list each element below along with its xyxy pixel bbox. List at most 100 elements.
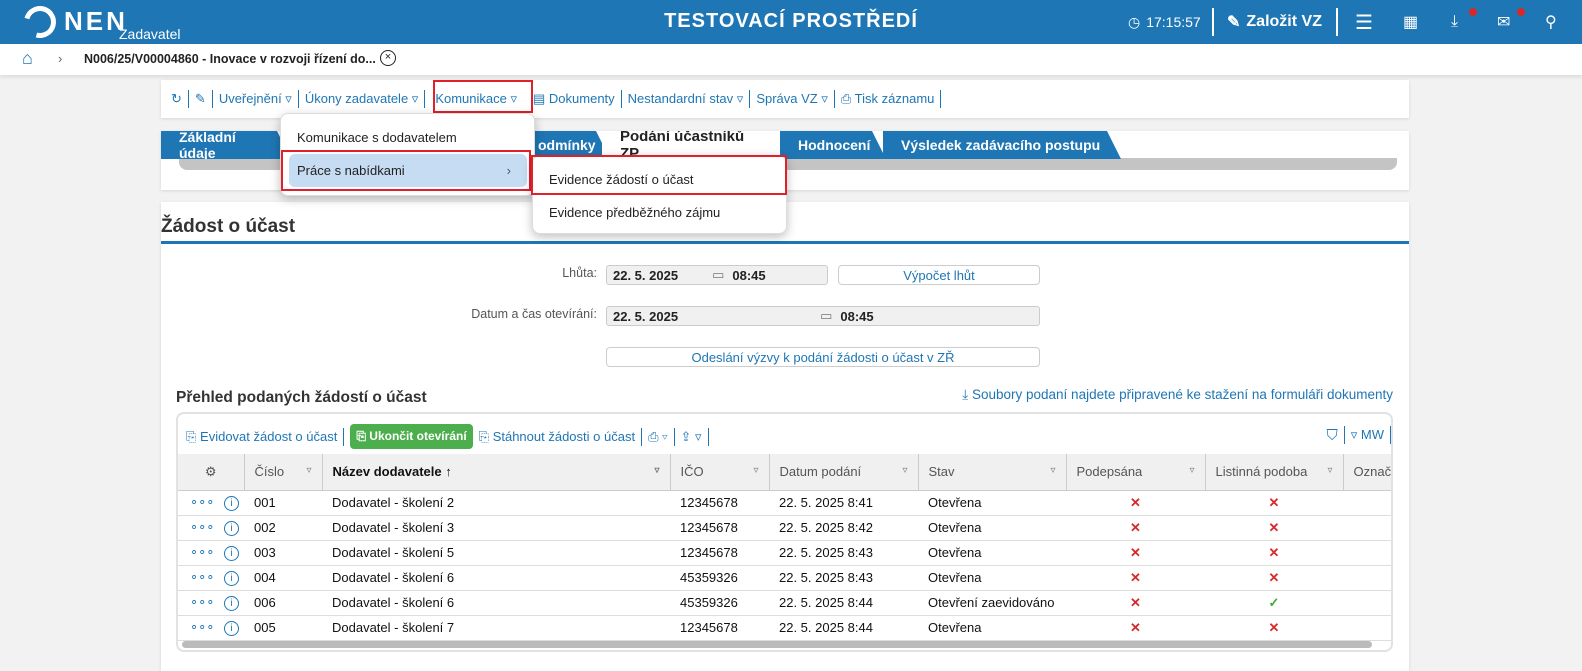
close-icon[interactable]: × <box>380 50 396 66</box>
more-icon[interactable]: ∘∘∘ <box>190 569 215 584</box>
tab-vysledek[interactable]: Výsledek zadávacího postupu <box>883 131 1121 159</box>
toolbar-dokumenty[interactable]: ▤ Dokumenty <box>533 91 615 106</box>
more-icon[interactable]: ∘∘∘ <box>190 519 215 534</box>
user-icon[interactable]: ⚲ <box>1545 14 1557 31</box>
divider <box>1212 8 1214 36</box>
chevron-right-icon: › <box>58 51 63 66</box>
download-icon[interactable]: ⤓ <box>1451 0 1477 44</box>
tab-hodnoceni[interactable]: Hodnocení <box>780 131 886 159</box>
evidovat-button[interactable]: ⎘ Evidovat žádost o účast <box>186 428 338 444</box>
send-invitation-button[interactable]: Odeslání výzvy k podání žádosti o účast … <box>606 347 1040 367</box>
download-note-link[interactable]: ⤓ Soubory podaní najdete připravené ke s… <box>962 387 1393 402</box>
mail-icon[interactable]: ✉ <box>1497 0 1525 44</box>
table-row[interactable]: ∘∘∘ i 001 Dodavatel - školení 2 12345678… <box>178 490 1391 516</box>
toolbar-uverejneni[interactable]: Uveřejnění ▿ <box>218 91 292 106</box>
menu-item-evidence-predbezneho-zajmu[interactable]: Evidence předběžného zájmu <box>549 205 721 220</box>
more-icon[interactable]: ∘∘∘ <box>190 494 215 509</box>
cell-nazev: Dodavatel - školení 6 <box>322 565 670 591</box>
create-vz-button[interactable]: ✎ Založit VZ <box>1227 0 1322 44</box>
calendar-icon: ▭ <box>712 267 725 282</box>
stahnout-button[interactable]: ⎘ Stáhnout žádosti o účast <box>478 428 636 444</box>
tab-zakladni-udaje[interactable]: Základní údaje <box>161 131 291 159</box>
cell-stav: Otevřena <box>918 540 1066 566</box>
toolbar-sprava[interactable]: Správa VZ ▿ <box>756 91 828 106</box>
menu-icon[interactable]: ☰ <box>1355 11 1373 34</box>
breadcrumb-current[interactable]: N006/25/V00004860 - Inovace v rozvoji ří… <box>84 52 376 66</box>
cell-ico: 12345678 <box>670 615 769 641</box>
divider <box>1336 8 1338 36</box>
menu-item-komunikace-s-dodavatelem[interactable]: Komunikace s dodavatelem <box>297 130 457 145</box>
cell-stav: Otevřena <box>918 490 1066 516</box>
col-ico[interactable]: IČO ▿ <box>670 454 770 491</box>
col-stav[interactable]: Stav ▿ <box>918 454 1067 491</box>
info-icon[interactable]: i <box>224 621 240 636</box>
cell-stav: Otevřena <box>918 615 1066 641</box>
nen-logo-icon <box>18 0 62 44</box>
cross-icon: ✕ <box>1205 540 1343 566</box>
table-row[interactable]: ∘∘∘ i 005 Dodavatel - školení 7 12345678… <box>178 615 1391 641</box>
print-menu-button[interactable]: ⎙ ▿ <box>648 428 668 444</box>
export-menu-button[interactable]: ⇪ ▿ <box>680 428 702 444</box>
vypocet-lhut-button[interactable]: Výpočet lhůt <box>838 265 1040 285</box>
cell-stav: Otevření zaevidováno <box>918 590 1066 616</box>
cell-cislo: 005 <box>244 615 322 641</box>
zadost-section: Žádost o účast Lhůta: 22. 5. 2025 ▭ 08:45 … <box>161 202 1409 671</box>
open-datetime-field[interactable]: 22. 5. 2025 ▭ 08:45 <box>606 306 1040 326</box>
col-listinna[interactable]: Listinná podoba ▿ <box>1205 454 1344 491</box>
cell-cislo: 003 <box>244 540 322 566</box>
table-row[interactable]: ∘∘∘ i 002 Dodavatel - školení 3 12345678… <box>178 515 1391 541</box>
info-icon[interactable]: i <box>224 521 240 536</box>
info-icon[interactable]: i <box>224 596 240 611</box>
chevron-right-icon: › <box>506 163 511 178</box>
col-podepsana[interactable]: Podepsána ▿ <box>1066 454 1206 491</box>
table-row[interactable]: ∘∘∘ i 006 Dodavatel - školení 6 45359326… <box>178 590 1391 616</box>
calendar-icon[interactable]: ▦ <box>1403 14 1419 31</box>
cross-icon: ✕ <box>1205 615 1343 641</box>
col-datum[interactable]: Datum podání ▿ <box>769 454 919 491</box>
column-settings-icon[interactable]: ⚙ <box>178 454 245 491</box>
info-icon[interactable]: i <box>224 571 240 586</box>
col-oznaceni[interactable]: Označ <box>1343 454 1391 491</box>
toolbar-komunikace[interactable]: Komunikace ▿ <box>435 91 517 106</box>
cell-datum: 22. 5. 2025 8:41 <box>769 490 918 516</box>
table-row[interactable]: ∘∘∘ i 003 Dodavatel - školení 5 12345678… <box>178 540 1391 566</box>
refresh-icon[interactable]: ↻ <box>171 91 182 106</box>
info-icon[interactable]: i <box>224 546 240 561</box>
more-icon[interactable]: ∘∘∘ <box>190 619 215 634</box>
tab-podani-ucastniku[interactable]: Podání účastníků ZP <box>602 131 782 159</box>
komunikace-dropdown: Komunikace s dodavatelem Práce s nabídka… <box>280 113 535 196</box>
table-row[interactable]: ∘∘∘ i 004 Dodavatel - školení 6 45359326… <box>178 565 1391 591</box>
filter-icon[interactable]: ⛉ <box>1326 426 1338 444</box>
view-select[interactable]: ▿ MW <box>1350 427 1384 442</box>
add-document-icon: ⎘ <box>186 428 197 444</box>
home-icon[interactable]: ⌂ <box>22 48 33 68</box>
clock-time: 17:15:57 <box>1146 14 1201 30</box>
cross-icon: ✕ <box>1205 490 1343 516</box>
cell-nazev: Dodavatel - školení 7 <box>322 615 670 641</box>
clock-icon: ◷ <box>1128 13 1141 30</box>
cell-stav: Otevřena <box>918 565 1066 591</box>
menu-item-evidence-zadosti[interactable]: Evidence žádostí o účast <box>549 172 694 187</box>
grid-title: Přehled podaných žádostí o účast <box>176 389 427 406</box>
edit-icon[interactable]: ✎ <box>194 91 206 106</box>
cell-ico: 12345678 <box>670 540 769 566</box>
col-nazev[interactable]: Název dodavatele ↑ ▿ <box>322 454 671 491</box>
logo-text: NEN <box>64 6 128 36</box>
cross-icon: ✕ <box>1066 515 1205 541</box>
horizontal-scrollbar[interactable] <box>182 641 1372 648</box>
lhuta-field[interactable]: 22. 5. 2025 ▭ 08:45 <box>606 265 828 285</box>
toolbar-ukony[interactable]: Úkony zadavatele ▿ <box>304 91 419 106</box>
col-cislo[interactable]: Číslo ▿ <box>244 454 323 491</box>
ukoncit-oteviranibutton[interactable]: ⎘ Ukončit otevírání <box>350 424 473 449</box>
clock: ◷ 17:15:57 <box>1128 0 1201 44</box>
cross-icon: ✕ <box>1066 490 1205 516</box>
edit-icon: ✎ <box>1227 14 1241 31</box>
tab-podminky[interactable]: odmínky <box>520 131 610 159</box>
cell-cislo: 006 <box>244 590 322 616</box>
info-icon[interactable]: i <box>224 496 240 511</box>
toolbar-tisk[interactable]: ⎙ Tisk záznamu <box>840 91 935 106</box>
toolbar-nestandardni[interactable]: Nestandardní stav ▿ <box>627 91 744 106</box>
more-icon[interactable]: ∘∘∘ <box>190 594 215 609</box>
more-icon[interactable]: ∘∘∘ <box>190 544 215 559</box>
menu-item-prace-s-nabidkami[interactable]: Práce s nabídkami › <box>289 154 527 187</box>
